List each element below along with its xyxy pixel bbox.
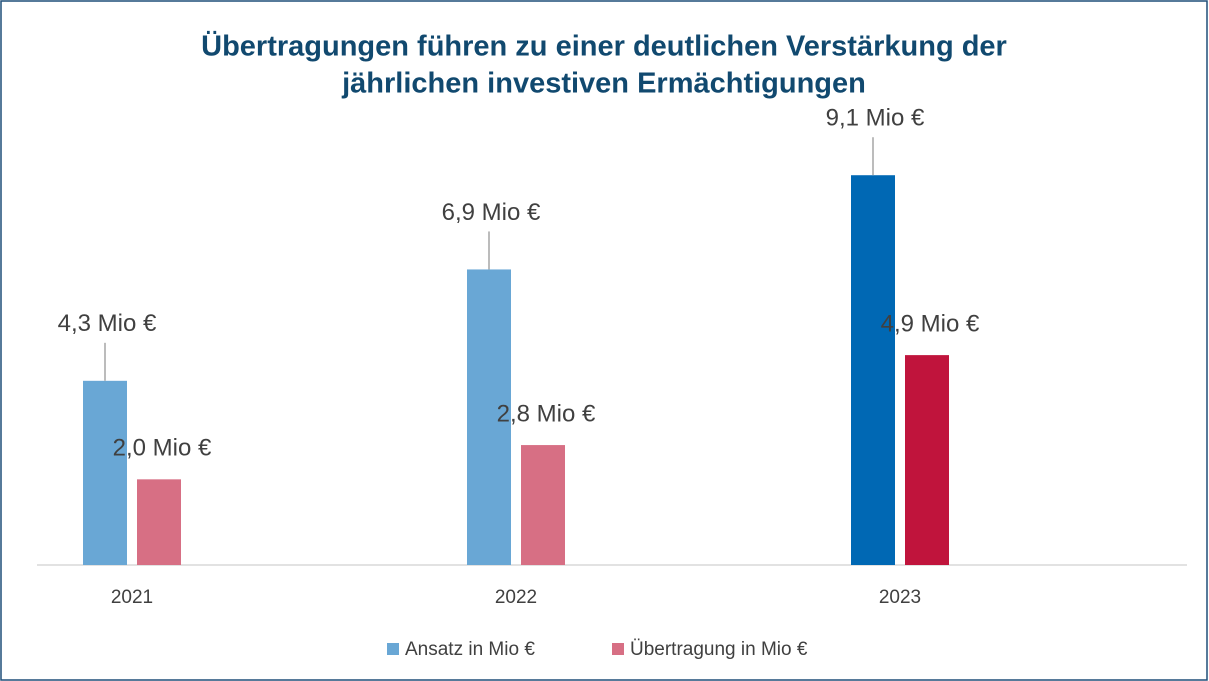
bar — [467, 269, 511, 565]
legend-swatch — [612, 643, 624, 655]
chart-title: Übertragungen führen zu einer deutlichen… — [201, 30, 1007, 63]
x-tick-label: 2021 — [111, 587, 153, 608]
bar — [137, 479, 181, 565]
x-tick-label: 2023 — [879, 587, 921, 608]
data-label: 2,8 Mio € — [497, 400, 596, 427]
chart-title: jährlichen investiven Ermächtigungen — [341, 68, 866, 100]
legend-label: Ansatz in Mio € — [405, 639, 535, 660]
bar — [83, 380, 127, 565]
bar — [521, 445, 565, 565]
data-label: 2,0 Mio € — [113, 435, 212, 462]
legend-swatch — [387, 643, 399, 655]
data-label: 9,1 Mio € — [826, 105, 925, 132]
data-label: 4,9 Mio € — [881, 310, 980, 337]
data-label: 4,3 Mio € — [58, 310, 157, 337]
legend-label: Übertragung in Mio € — [630, 639, 808, 660]
data-label: 6,9 Mio € — [442, 199, 541, 226]
bar — [851, 175, 895, 565]
bar — [905, 355, 949, 565]
x-tick-label: 2022 — [495, 587, 537, 608]
